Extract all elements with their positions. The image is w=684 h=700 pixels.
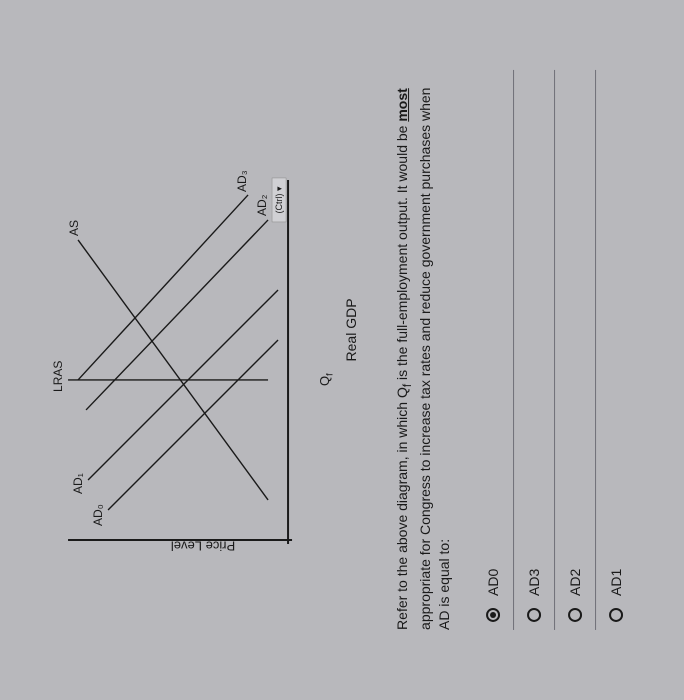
option-label: AD0 — [485, 569, 501, 596]
radio-icon[interactable] — [568, 608, 582, 622]
option-ad3[interactable]: AD3 — [514, 70, 555, 630]
rotated-content: Price Level LRAS AS AD₀ AD₁ AD₂ AD₃ (Ctrl) ▾ Q… — [28, 30, 656, 670]
option-ad2[interactable]: AD2 — [555, 70, 596, 630]
qf-label: Qf — [317, 110, 335, 386]
ad-as-diagram: LRAS AS AD₀ AD₁ AD₂ AD₃ (Ctrl) ▾ — [48, 110, 308, 550]
radio-icon[interactable] — [486, 608, 500, 622]
x-axis-label: Real GDP — [343, 110, 359, 550]
question-text: Refer to the above diagram, in which Qf … — [393, 70, 455, 630]
answer-options: AD0 AD3 AD2 AD1 — [473, 70, 636, 630]
svg-text:(Ctrl) ▾: (Ctrl) ▾ — [274, 186, 284, 213]
option-label: AD1 — [608, 569, 624, 596]
y-axis-label: Price Level — [171, 538, 235, 553]
option-label: AD2 — [567, 569, 583, 596]
svg-text:AD₁: AD₁ — [71, 473, 85, 494]
svg-text:AS: AS — [67, 220, 81, 236]
option-label: AD3 — [526, 569, 542, 596]
radio-icon[interactable] — [609, 608, 623, 622]
svg-text:AD₂: AD₂ — [255, 194, 269, 216]
radio-icon[interactable] — [527, 608, 541, 622]
svg-text:LRAS: LRAS — [51, 361, 65, 392]
chart-container: Price Level LRAS AS AD₀ AD₁ AD₂ AD₃ (Ctrl) ▾ Q… — [48, 110, 359, 550]
option-ad1[interactable]: AD1 — [596, 70, 636, 630]
svg-text:AD₃: AD₃ — [235, 170, 249, 192]
option-ad0[interactable]: AD0 — [473, 70, 514, 630]
svg-text:AD₀: AD₀ — [91, 504, 105, 526]
